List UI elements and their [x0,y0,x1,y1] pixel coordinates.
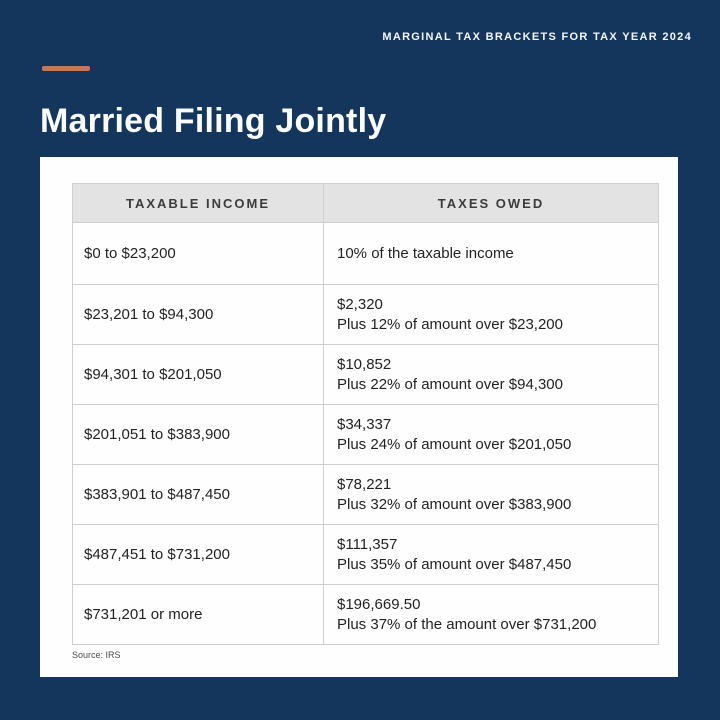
owed-line-2: Plus 37% of the amount over $731,200 [337,615,597,633]
table-row: $201,051 to $383,900 $34,337 Plus 24% of… [72,404,659,465]
income-cell: $23,201 to $94,300 [72,284,324,345]
owed-line-1: $196,669.50 [337,595,421,613]
table-row: $731,201 or more $196,669.50 Plus 37% of… [72,584,659,645]
content-card: TAXABLE INCOME TAXES OWED $0 to $23,200 … [40,157,678,677]
owed-line-2: Plus 35% of amount over $487,450 [337,555,572,573]
owed-line-2: Plus 32% of amount over $383,900 [337,495,572,513]
accent-dash [42,66,90,71]
header-row: TAXABLE INCOME TAXES OWED [72,183,659,223]
page-title: Married Filing Jointly [40,101,387,140]
table-header: TAXABLE INCOME TAXES OWED [72,183,659,223]
owed-cell: $2,320 Plus 12% of amount over $23,200 [323,284,659,345]
column-header-taxable-income: TAXABLE INCOME [72,183,324,223]
income-cell: $487,451 to $731,200 [72,524,324,585]
income-cell: $0 to $23,200 [72,222,324,285]
income-cell: $94,301 to $201,050 [72,344,324,405]
owed-line-1: 10% of the taxable income [337,244,514,262]
owed-line-2: Plus 22% of amount over $94,300 [337,375,563,393]
owed-line-1: $10,852 [337,355,392,373]
owed-cell: $10,852 Plus 22% of amount over $94,300 [323,344,659,405]
owed-line-1: $34,337 [337,415,392,433]
owed-line-2: Plus 24% of amount over $201,050 [337,435,572,453]
owed-cell: $78,221 Plus 32% of amount over $383,900 [323,464,659,525]
owed-cell: $34,337 Plus 24% of amount over $201,050 [323,404,659,465]
owed-line-2: Plus 12% of amount over $23,200 [337,315,563,333]
table-body: $0 to $23,200 10% of the taxable income … [72,222,659,645]
eyebrow-label: MARGINAL TAX BRACKETS FOR TAX YEAR 2024 [382,31,692,43]
owed-line-1: $78,221 [337,475,392,493]
column-header-taxes-owed: TAXES OWED [323,183,659,223]
tax-brackets-table: TAXABLE INCOME TAXES OWED $0 to $23,200 … [72,183,659,645]
income-cell: $731,201 or more [72,584,324,645]
income-cell: $383,901 to $487,450 [72,464,324,525]
table-row: $94,301 to $201,050 $10,852 Plus 22% of … [72,344,659,405]
table-row: $487,451 to $731,200 $111,357 Plus 35% o… [72,524,659,585]
source-note: Source: IRS [72,650,121,660]
owed-cell: 10% of the taxable income [323,222,659,285]
owed-cell: $111,357 Plus 35% of amount over $487,45… [323,524,659,585]
owed-line-1: $2,320 [337,295,383,313]
owed-cell: $196,669.50 Plus 37% of the amount over … [323,584,659,645]
table-row: $23,201 to $94,300 $2,320 Plus 12% of am… [72,284,659,345]
income-cell: $201,051 to $383,900 [72,404,324,465]
table-row: $383,901 to $487,450 $78,221 Plus 32% of… [72,464,659,525]
owed-line-1: $111,357 [337,535,398,553]
table-row: $0 to $23,200 10% of the taxable income [72,222,659,285]
